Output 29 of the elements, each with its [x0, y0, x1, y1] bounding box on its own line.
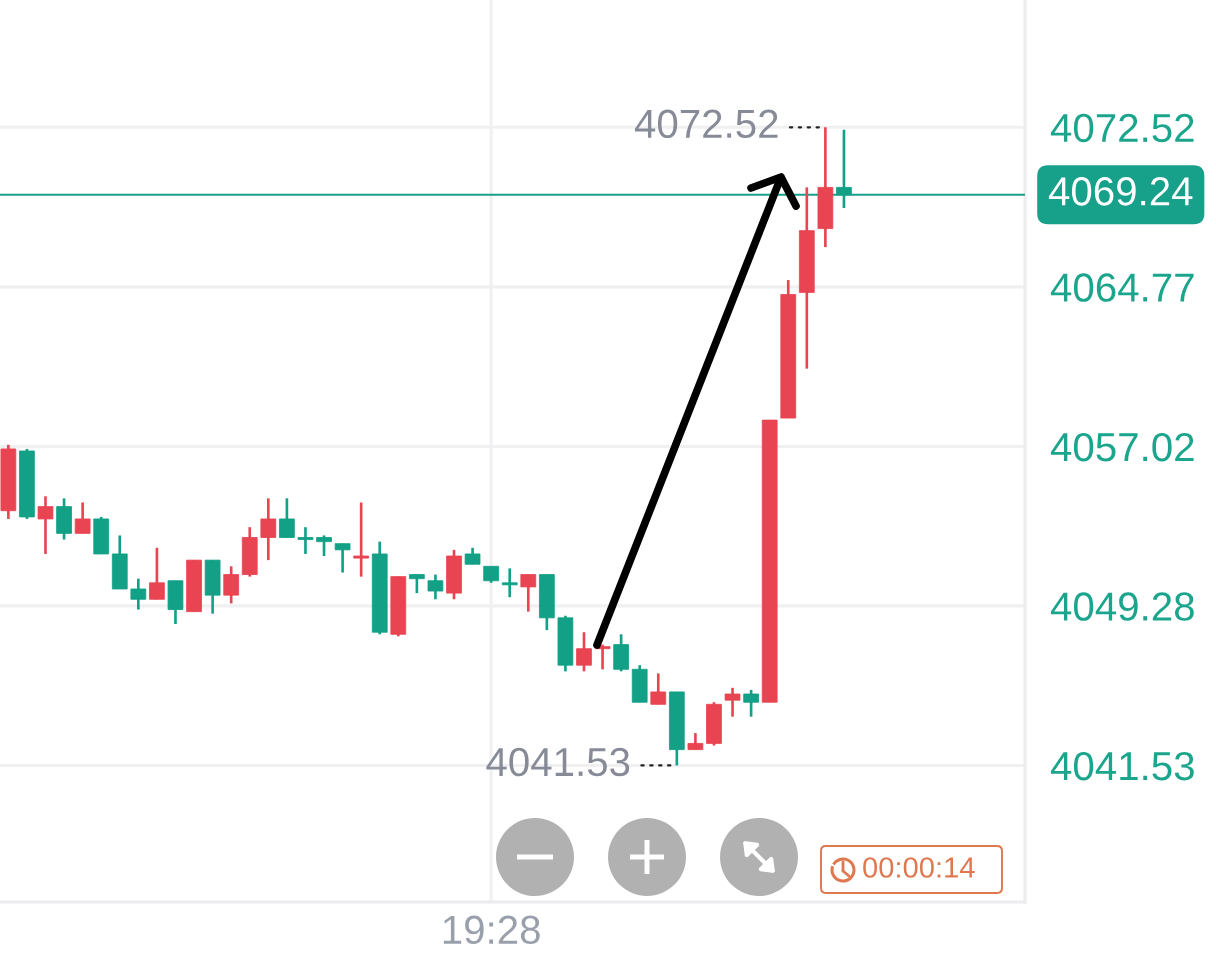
y-tick-label: 4041.53	[1050, 751, 1194, 781]
candlestick	[223, 565, 240, 605]
candlestick	[501, 567, 518, 599]
candlestick	[724, 686, 741, 718]
candlestick	[74, 501, 91, 535]
y-tick-label: 4057.02	[1050, 432, 1194, 462]
y-tick-label: 4049.28	[1050, 592, 1194, 621]
candlestick	[409, 573, 425, 595]
y-tick-label: 4072.52	[1050, 113, 1194, 143]
x-tick-label: 19:28	[443, 915, 540, 945]
text: 00:00:14	[863, 857, 975, 878]
y-tick-label: 4064.77	[1050, 273, 1194, 302]
candlestick	[353, 501, 370, 578]
candlestick	[334, 542, 351, 574]
candlestick	[279, 497, 295, 539]
candlestick	[260, 497, 277, 562]
annotation: 4072.52	[634, 109, 778, 139]
candlestick	[427, 573, 444, 601]
candlestick	[130, 577, 147, 611]
annotation: 4041.53	[486, 747, 630, 777]
candlestick	[149, 546, 165, 601]
candlestick	[743, 688, 759, 718]
candlestick	[576, 630, 592, 673]
candlestick	[650, 672, 667, 706]
candlestick	[520, 573, 537, 613]
candlestick	[316, 534, 332, 558]
ref-line-label: 4069.24	[1048, 177, 1193, 206]
candlestick	[297, 525, 314, 556]
candlestick	[37, 494, 54, 556]
